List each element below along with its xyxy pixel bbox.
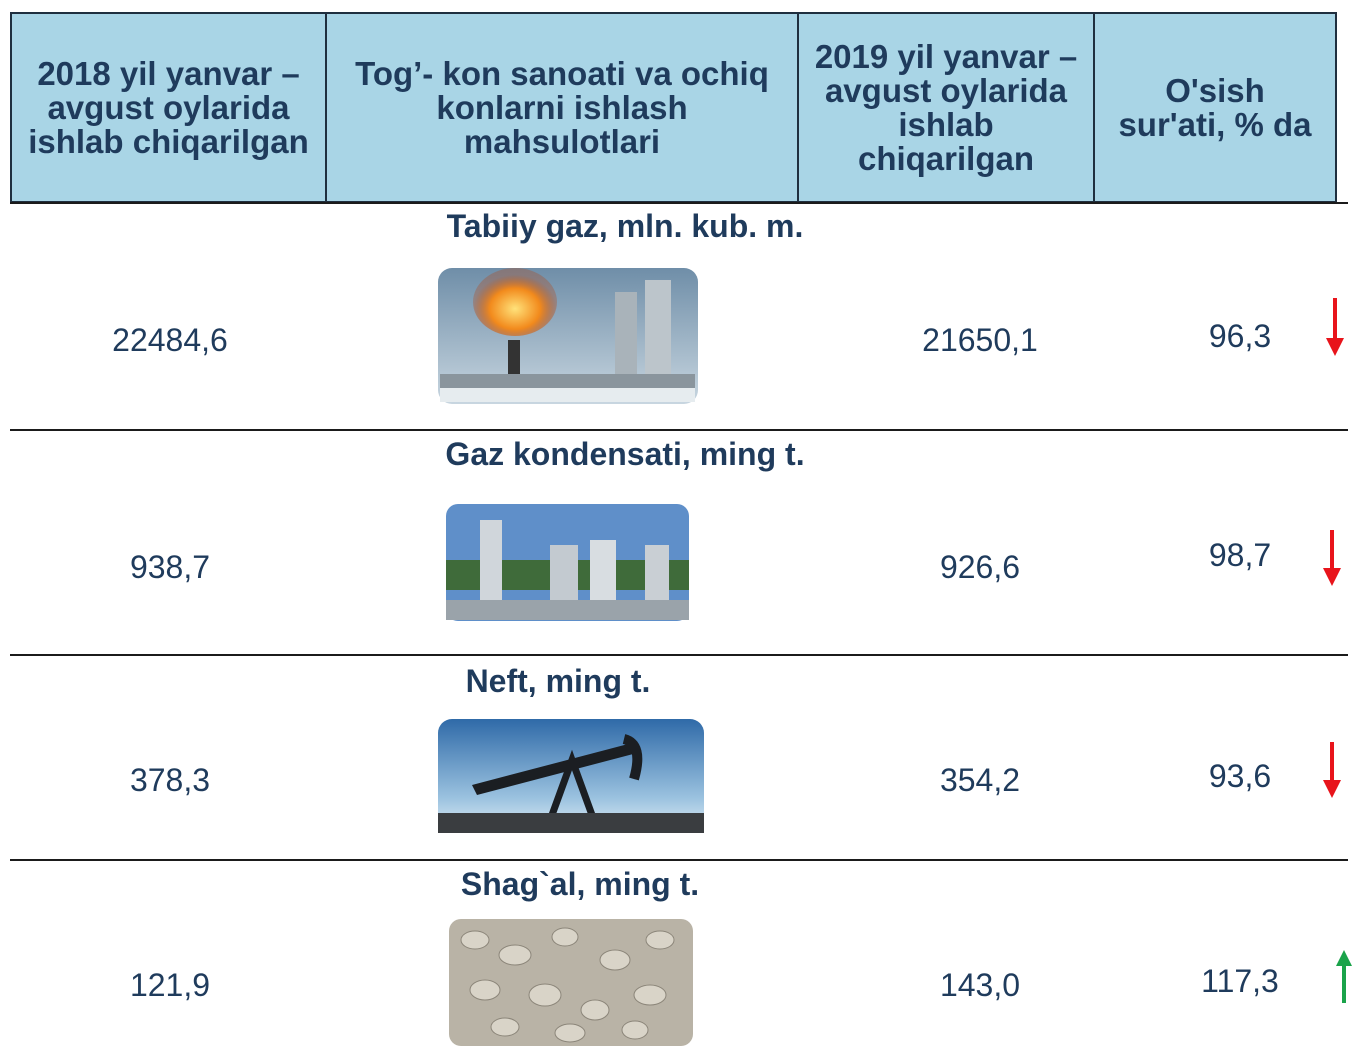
separator: [10, 654, 1348, 656]
gas-plant-image: [446, 504, 689, 621]
separator: [10, 202, 1348, 204]
row-title: Gaz kondensati, ming t.: [445, 436, 805, 472]
header-cell: O'sish sur'ati, % da: [1093, 12, 1337, 203]
header-cell: 2018 yil yanvar – avgust oylarida ishlab…: [10, 12, 327, 203]
up-arrow: [1336, 950, 1352, 1003]
down-arrow: [1323, 742, 1341, 798]
growth: 96,3: [1208, 318, 1272, 354]
growth: 93,6: [1208, 758, 1272, 794]
value-2018: 378,3: [129, 762, 211, 798]
value-2019: 926,6: [939, 549, 1021, 585]
row-title: Neft, ming t.: [465, 663, 651, 699]
oil-pump-image: [438, 719, 704, 833]
value-2018: 121,9: [129, 967, 211, 1003]
header-cell: 2019 yil yanvar – avgust oylarida ishlab…: [797, 12, 1095, 203]
separator: [10, 859, 1348, 861]
value-2019: 143,0: [939, 967, 1021, 1003]
down-arrow: [1326, 298, 1344, 356]
value-2018: 938,7: [129, 549, 211, 585]
value-2019: 21650,1: [922, 322, 1038, 358]
value-2019: 354,2: [939, 762, 1021, 798]
row-title: Shag`al, ming t.: [460, 866, 700, 902]
gas-flare-image: [438, 268, 698, 404]
header-cell: Tog’- kon sanoati va ochiq konlarni ishl…: [325, 12, 799, 203]
value-2018: 22484,6: [112, 322, 228, 358]
row-title: Tabiiy gaz, mln. kub. m.: [446, 208, 804, 244]
gravel-image: [449, 919, 693, 1046]
growth: 98,7: [1208, 537, 1272, 573]
down-arrow: [1323, 530, 1341, 586]
separator: [10, 429, 1348, 431]
growth: 117,3: [1201, 963, 1279, 999]
